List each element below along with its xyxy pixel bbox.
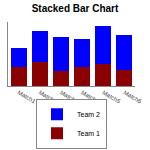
svg-text:Match5: Match5 xyxy=(101,89,122,105)
svg-text:Match4: Match4 xyxy=(80,89,101,105)
svg-text:Match3: Match3 xyxy=(58,89,79,105)
svg-text:Match2: Match2 xyxy=(37,89,58,105)
svg-text:Match6: Match6 xyxy=(122,89,143,104)
svg-text:Team 2: Team 2 xyxy=(77,111,100,118)
svg-text:Match1: Match1 xyxy=(17,89,38,104)
svg-text:Team 1: Team 1 xyxy=(77,130,100,137)
svg-text:Stacked Bar Chart: Stacked Bar Chart xyxy=(32,3,119,14)
